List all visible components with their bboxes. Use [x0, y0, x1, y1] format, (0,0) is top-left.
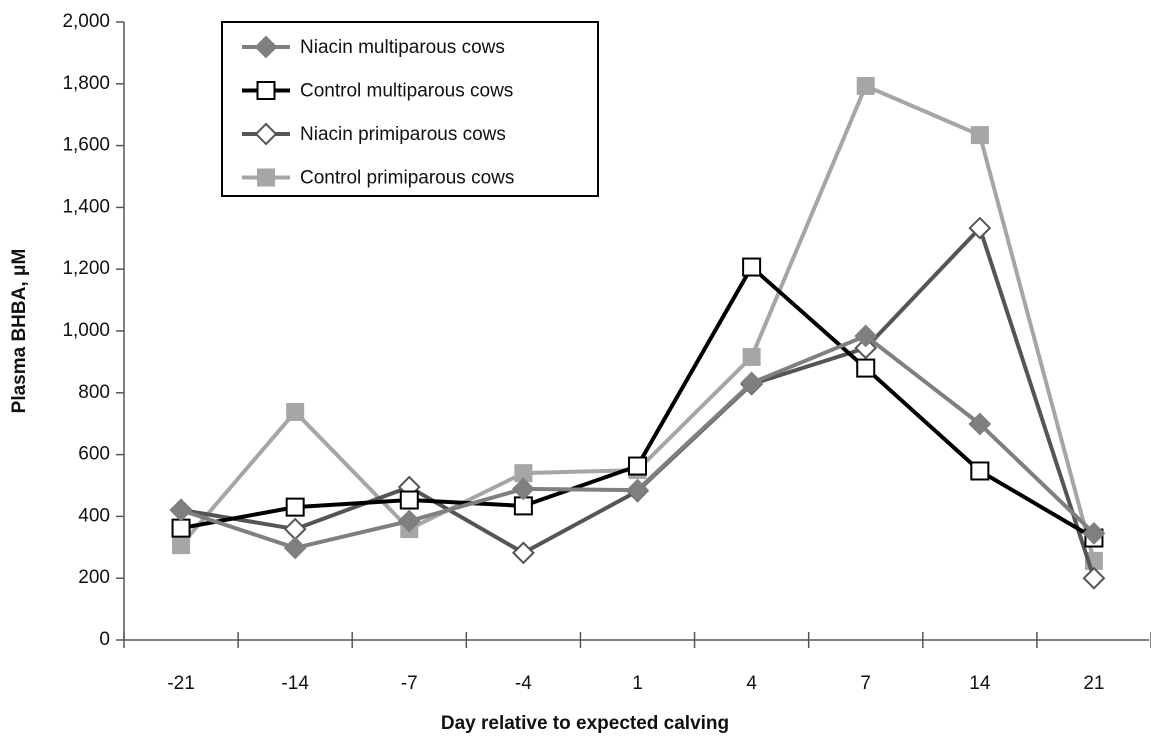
- x-tick-label: -7: [401, 673, 418, 694]
- x-tick-label: -4: [515, 673, 532, 694]
- data-point: [283, 517, 307, 541]
- data-point: [169, 498, 193, 522]
- x-tick-label: 14: [969, 673, 991, 694]
- data-point: [285, 497, 305, 517]
- x-tick-label: 21: [1083, 673, 1104, 694]
- y-tick-label: 800: [78, 382, 110, 403]
- data-point: [1082, 566, 1106, 590]
- data-point: [628, 456, 647, 476]
- legend-label: Control primiparous cows: [300, 168, 514, 189]
- data-point: [740, 371, 764, 395]
- y-tick-label: 600: [78, 444, 110, 465]
- data-point: [854, 336, 878, 360]
- data-point: [511, 477, 535, 501]
- y-tick-label: 1,600: [62, 135, 110, 156]
- data-point: [856, 76, 875, 95]
- x-axis-title: Day relative to expected calving: [441, 713, 729, 734]
- legend-marker: [256, 81, 276, 100]
- data-point: [970, 126, 989, 145]
- y-tick-label: 0: [99, 629, 110, 650]
- data-point: [283, 536, 307, 560]
- legend-label: Niacin multiparous cows: [300, 37, 505, 58]
- data-point: [970, 461, 990, 481]
- y-tick-label: 1,200: [62, 258, 110, 279]
- y-tick-label: 1,400: [62, 196, 110, 217]
- x-tick-label: 7: [860, 673, 871, 694]
- data-point: [968, 412, 992, 436]
- data-point: [968, 216, 992, 240]
- data-point: [856, 358, 876, 378]
- y-tick-label: 2,000: [62, 11, 110, 32]
- series-line: [180, 333, 1096, 550]
- x-tick-label: -14: [281, 673, 309, 694]
- legend-marker: [254, 35, 278, 59]
- data-point: [1082, 521, 1106, 545]
- y-tick-label: 200: [78, 567, 110, 588]
- y-tick-label: 1,800: [62, 73, 110, 94]
- legend-marker: [257, 168, 275, 187]
- x-tick-label: 4: [746, 673, 757, 694]
- data-point: [626, 478, 649, 502]
- data-point: [286, 402, 305, 421]
- x-tick-label: -21: [167, 673, 194, 694]
- y-tick-label: 1,000: [62, 320, 110, 341]
- series-line: [180, 226, 1096, 579]
- legend-label: Control multiparous cows: [300, 81, 513, 102]
- data-point: [742, 347, 761, 366]
- data-point: [172, 536, 191, 555]
- legend-marker: [254, 122, 278, 146]
- data-point: [854, 324, 878, 348]
- legend-label: Niacin primiparous cows: [300, 124, 506, 145]
- y-tick-label: 400: [78, 505, 110, 526]
- data-point: [399, 490, 419, 510]
- data-point: [511, 541, 535, 565]
- data-point: [397, 509, 421, 533]
- legend-box: [221, 21, 599, 197]
- y-axis-title: Plasma BHBA, μM: [9, 249, 30, 414]
- data-point: [171, 518, 191, 538]
- x-tick-label: 1: [632, 673, 643, 694]
- data-point: [742, 257, 762, 277]
